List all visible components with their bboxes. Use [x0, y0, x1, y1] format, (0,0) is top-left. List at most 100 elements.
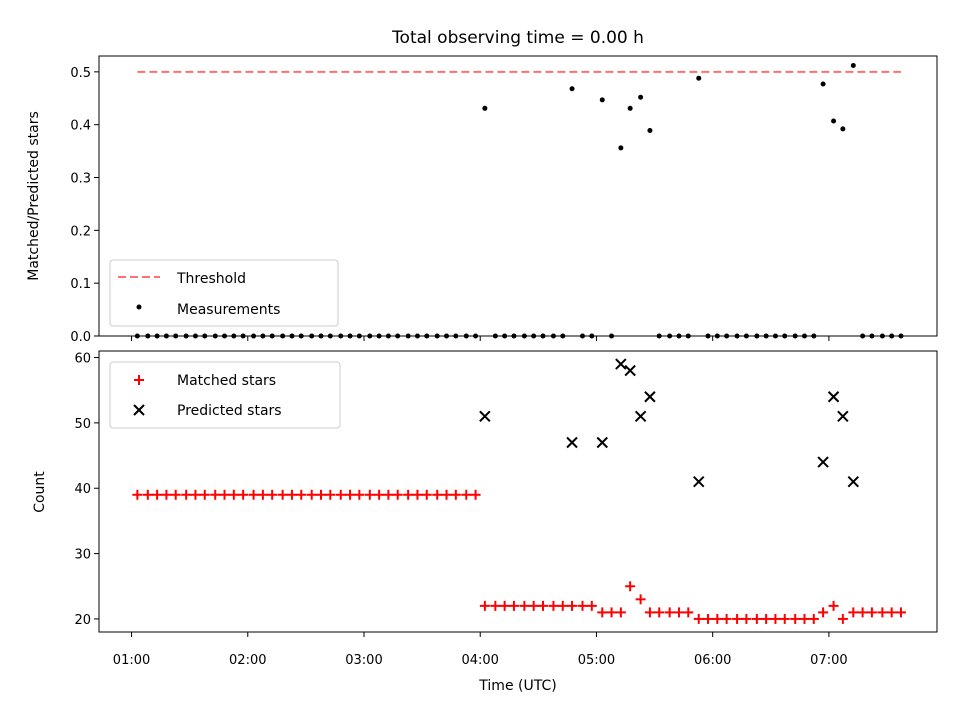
matched-star-point [315, 489, 326, 500]
matched-star-point [615, 607, 626, 618]
bottom-panel: 20 30 40 50 60 01:00 02:00 03:00 04:00 05:00 06:00… [74, 352, 906, 668]
matched-star-point [683, 607, 694, 618]
matched-star-point [857, 607, 868, 618]
predicted-star-point [827, 391, 840, 403]
measurement-point [482, 105, 488, 111]
matched-star-point [152, 489, 163, 500]
predicted-star-stroke-b [596, 436, 608, 449]
matched-star-point [557, 600, 568, 611]
matched-star-point [712, 613, 723, 624]
matched-star-point [866, 607, 877, 618]
matched-star-point [508, 600, 519, 611]
matched-star-point [181, 489, 192, 500]
matched-star-point [886, 607, 897, 618]
measurement-point [647, 127, 653, 133]
matched-star-point [257, 489, 268, 500]
predicted-star-point [566, 436, 578, 449]
matched-star-point [441, 489, 452, 500]
matched-star-point [403, 489, 414, 500]
measurement-point [618, 145, 624, 151]
matched-star-point [490, 600, 501, 611]
matched-star-point [306, 489, 317, 500]
matched-star-point [199, 489, 210, 500]
predicted-star-point [693, 475, 705, 488]
matched-star-point [479, 600, 490, 611]
matched-star-point [567, 600, 578, 611]
predicted-star-point [479, 410, 491, 423]
x-tick-label: 04:00 [461, 653, 498, 668]
top-y-tick-label: 0.0 [70, 330, 91, 345]
matched-star-point [248, 489, 259, 500]
matched-star-point [210, 489, 221, 500]
matched-star-point [519, 600, 530, 611]
bottom-y-axis-label: Count [32, 471, 48, 513]
matched-star-point [228, 489, 239, 500]
x-tick-label: 06:00 [694, 653, 731, 668]
predicted-star-stroke-b [817, 456, 829, 468]
predicted-star-point [644, 391, 656, 403]
top-y-tick-label: 0.1 [70, 277, 91, 292]
matched-star-point [432, 489, 443, 500]
matched-star-point [577, 600, 588, 611]
measurement-point [831, 118, 837, 124]
top-legend: Threshold Measurements [109, 259, 339, 327]
matched-star-point [461, 489, 472, 500]
bottom-legend-box [109, 361, 341, 429]
top-legend-box [109, 259, 339, 327]
top-panel: 0.0 0.1 0.2 0.3 0.4 0.5 [70, 63, 904, 345]
matched-star-point [597, 607, 608, 618]
legend-matched-label: Matched stars [177, 373, 276, 389]
bottom-y-tick-label: 40 [74, 482, 91, 497]
matched-star-point [335, 489, 346, 500]
matched-star-point [296, 489, 307, 500]
predicted-star-point [634, 410, 647, 423]
bottom-y-tick-label: 30 [74, 548, 91, 563]
matched-star-point [673, 607, 684, 618]
matched-star-point [364, 489, 375, 500]
matched-star-point [267, 489, 278, 500]
predicted-star-stroke-b [479, 410, 491, 423]
measurement-point [840, 126, 846, 132]
matched-star-point [703, 613, 714, 624]
measurement-point [569, 86, 575, 92]
bottom-y-tick-label: 20 [74, 613, 91, 628]
predicted-star-point [624, 364, 636, 377]
predicted-star-stroke-b [615, 358, 627, 370]
matched-star-point [732, 613, 743, 624]
matched-star-point [779, 613, 790, 624]
matched-star-point [421, 489, 432, 500]
matched-star-point [548, 600, 559, 611]
measurement-point [627, 105, 633, 111]
matched-star-point [190, 489, 201, 500]
predicted-star-point [847, 475, 860, 488]
matched-star-point [877, 607, 888, 618]
matched-star-point [586, 600, 597, 611]
matched-star-point [499, 600, 510, 611]
matched-star-point [635, 594, 646, 605]
measurement-point [850, 63, 856, 69]
top-y-tick-label: 0.3 [70, 172, 91, 187]
matched-star-point [837, 613, 848, 624]
matched-star-point [383, 489, 394, 500]
measurement-point [820, 81, 826, 87]
matched-star-point [808, 613, 819, 624]
predicted-star-point [817, 456, 829, 468]
matched-star-point [741, 613, 752, 624]
bottom-legend: Matched stars Predicted stars [109, 361, 341, 429]
matched-star-point [142, 489, 153, 500]
top-y-tick-label: 0.2 [70, 224, 91, 239]
matched-star-point [219, 489, 230, 500]
matched-star-point [450, 489, 461, 500]
predicted-star-stroke-b [837, 410, 849, 423]
matched-star-point [895, 607, 906, 618]
matched-star-point [654, 607, 665, 618]
x-tick-label: 01:00 [113, 653, 150, 668]
predicted-star-stroke-b [624, 364, 636, 377]
matched-star-point [693, 613, 704, 624]
predicted-star-point [615, 358, 627, 370]
matched-star-point [818, 607, 829, 618]
matched-star-point [761, 613, 772, 624]
matched-star-point [345, 489, 356, 500]
top-panel-frame [98, 55, 938, 337]
bottom-y-tick-label: 60 [74, 352, 91, 367]
